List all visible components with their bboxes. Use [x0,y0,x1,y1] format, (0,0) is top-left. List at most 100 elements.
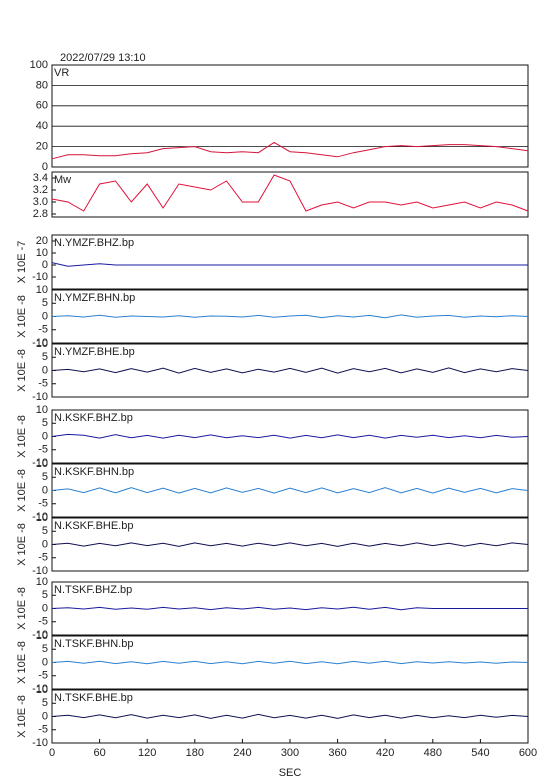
x-tick-label: 480 [424,747,442,759]
panel-frame [51,234,529,290]
panel-label: N.YMZF.BHE.bp [54,346,135,358]
y-tick-label: -5 [38,324,48,336]
data-line [51,262,528,267]
y-tick-label: 5 [42,697,48,709]
y-tick-label: 10 [36,247,48,259]
y-tick-label: 60 [36,100,48,112]
y-tick-label: 10 [36,512,48,524]
y-tick-label: 100 [30,59,48,71]
y-tick-label: -5 [38,616,48,628]
x-tick-label: 600 [519,747,537,759]
y-tick-label: -10 [32,457,48,469]
panel-frame [51,171,529,218]
x-tick-label: 360 [328,747,346,759]
x-tick-label: 300 [281,747,299,759]
data-line [51,542,529,547]
y-axis-label: X 10E -8 [16,349,28,392]
data-line [51,487,529,494]
y-tick-label: 10 [36,284,48,296]
y-tick-label: 0 [42,161,48,173]
y-tick-label: -10 [32,737,48,749]
y-axis-label: X 10E -8 [16,415,28,458]
y-tick-label: -10 [32,565,48,577]
data-line [51,367,529,374]
y-tick-label: 80 [36,79,48,91]
y-tick-label: -5 [38,552,48,564]
y-tick-label: 0 [42,656,48,668]
x-tick-label: 240 [233,747,251,759]
y-axis-label: X 10E -7 [16,241,28,284]
panel-label: N.KSKF.BHE.bp [54,520,133,532]
x-tick-label: 60 [93,747,105,759]
data-line [51,660,529,665]
y-tick-label: -5 [38,498,48,510]
y-tick-label: -10 [32,511,48,523]
y-tick-label: 5 [42,643,48,655]
chart-title: 2022/07/29 13:10 [60,52,146,64]
panel-label: N.KSKF.BHZ.bp [54,412,133,424]
panel-label: N.YMZF.BHN.bp [54,292,135,304]
panel-label: N.KSKF.BHN.bp [54,466,134,478]
x-axis-label: SEC [279,767,302,779]
y-tick-label: 5 [42,471,48,483]
y-axis-label: X 10E -8 [16,523,28,566]
y-tick-label: 5 [42,351,48,363]
y-axis-label: X 10E -8 [16,587,28,630]
x-tick-label: 540 [471,747,489,759]
panel-label: N.TSKF.BHN.bp [54,638,133,650]
y-axis-label: X 10E -8 [16,295,28,338]
y-tick-label: 20 [36,141,48,153]
data-line [51,713,529,719]
data-line [51,606,528,611]
y-tick-label: 5 [42,525,48,537]
y-tick-label: -5 [38,444,48,456]
data-line [51,433,529,439]
y-tick-label: -5 [38,670,48,682]
y-tick-label: 3.2 [33,184,48,196]
panel-label: Mw [54,174,71,186]
data-line [51,174,529,212]
y-tick-label: 0 [42,364,48,376]
x-tick-label: 180 [186,747,204,759]
y-tick-label: 0 [42,310,48,322]
panel-label: N.YMZF.BHZ.bp [54,237,134,249]
panel-label: VR [54,67,69,79]
x-tick-label: 0 [49,747,55,759]
y-tick-label: 10 [36,684,48,696]
y-tick-label: 10 [36,576,48,588]
y-tick-label: 0 [42,710,48,722]
y-tick-label: 5 [42,589,48,601]
y-tick-label: 0 [42,538,48,550]
y-tick-label: 0 [42,430,48,442]
y-tick-label: -10 [32,337,48,349]
y-tick-label: -10 [32,391,48,403]
panel-label: N.TSKF.BHE.bp [54,692,133,704]
x-tick-label: 420 [376,747,394,759]
y-tick-label: -10 [32,683,48,695]
y-tick-label: -5 [38,378,48,390]
data-line [51,141,529,160]
y-tick-label: 10 [36,404,48,416]
y-tick-label: 0 [42,259,48,271]
y-tick-label: 40 [36,120,48,132]
y-tick-label: 0 [42,484,48,496]
y-axis-label: X 10E -8 [16,695,28,738]
y-axis-label: X 10E -8 [16,641,28,684]
y-axis-label: X 10E -8 [16,469,28,512]
y-tick-label: 10 [36,458,48,470]
y-tick-label: -5 [38,724,48,736]
y-tick-label: -10 [32,629,48,641]
y-tick-label: 0 [42,602,48,614]
panel-label: N.TSKF.BHZ.bp [54,584,132,596]
y-tick-label: 20 [36,235,48,247]
x-tick-label: 120 [138,747,156,759]
y-tick-label: 5 [42,297,48,309]
data-line [51,314,529,319]
y-tick-label: 3.0 [33,196,48,208]
y-tick-label: 10 [36,630,48,642]
y-tick-label: 2.8 [33,208,48,220]
y-tick-label: 10 [36,338,48,350]
y-tick-label: -10 [32,271,48,283]
y-tick-label: 3.4 [33,172,48,184]
